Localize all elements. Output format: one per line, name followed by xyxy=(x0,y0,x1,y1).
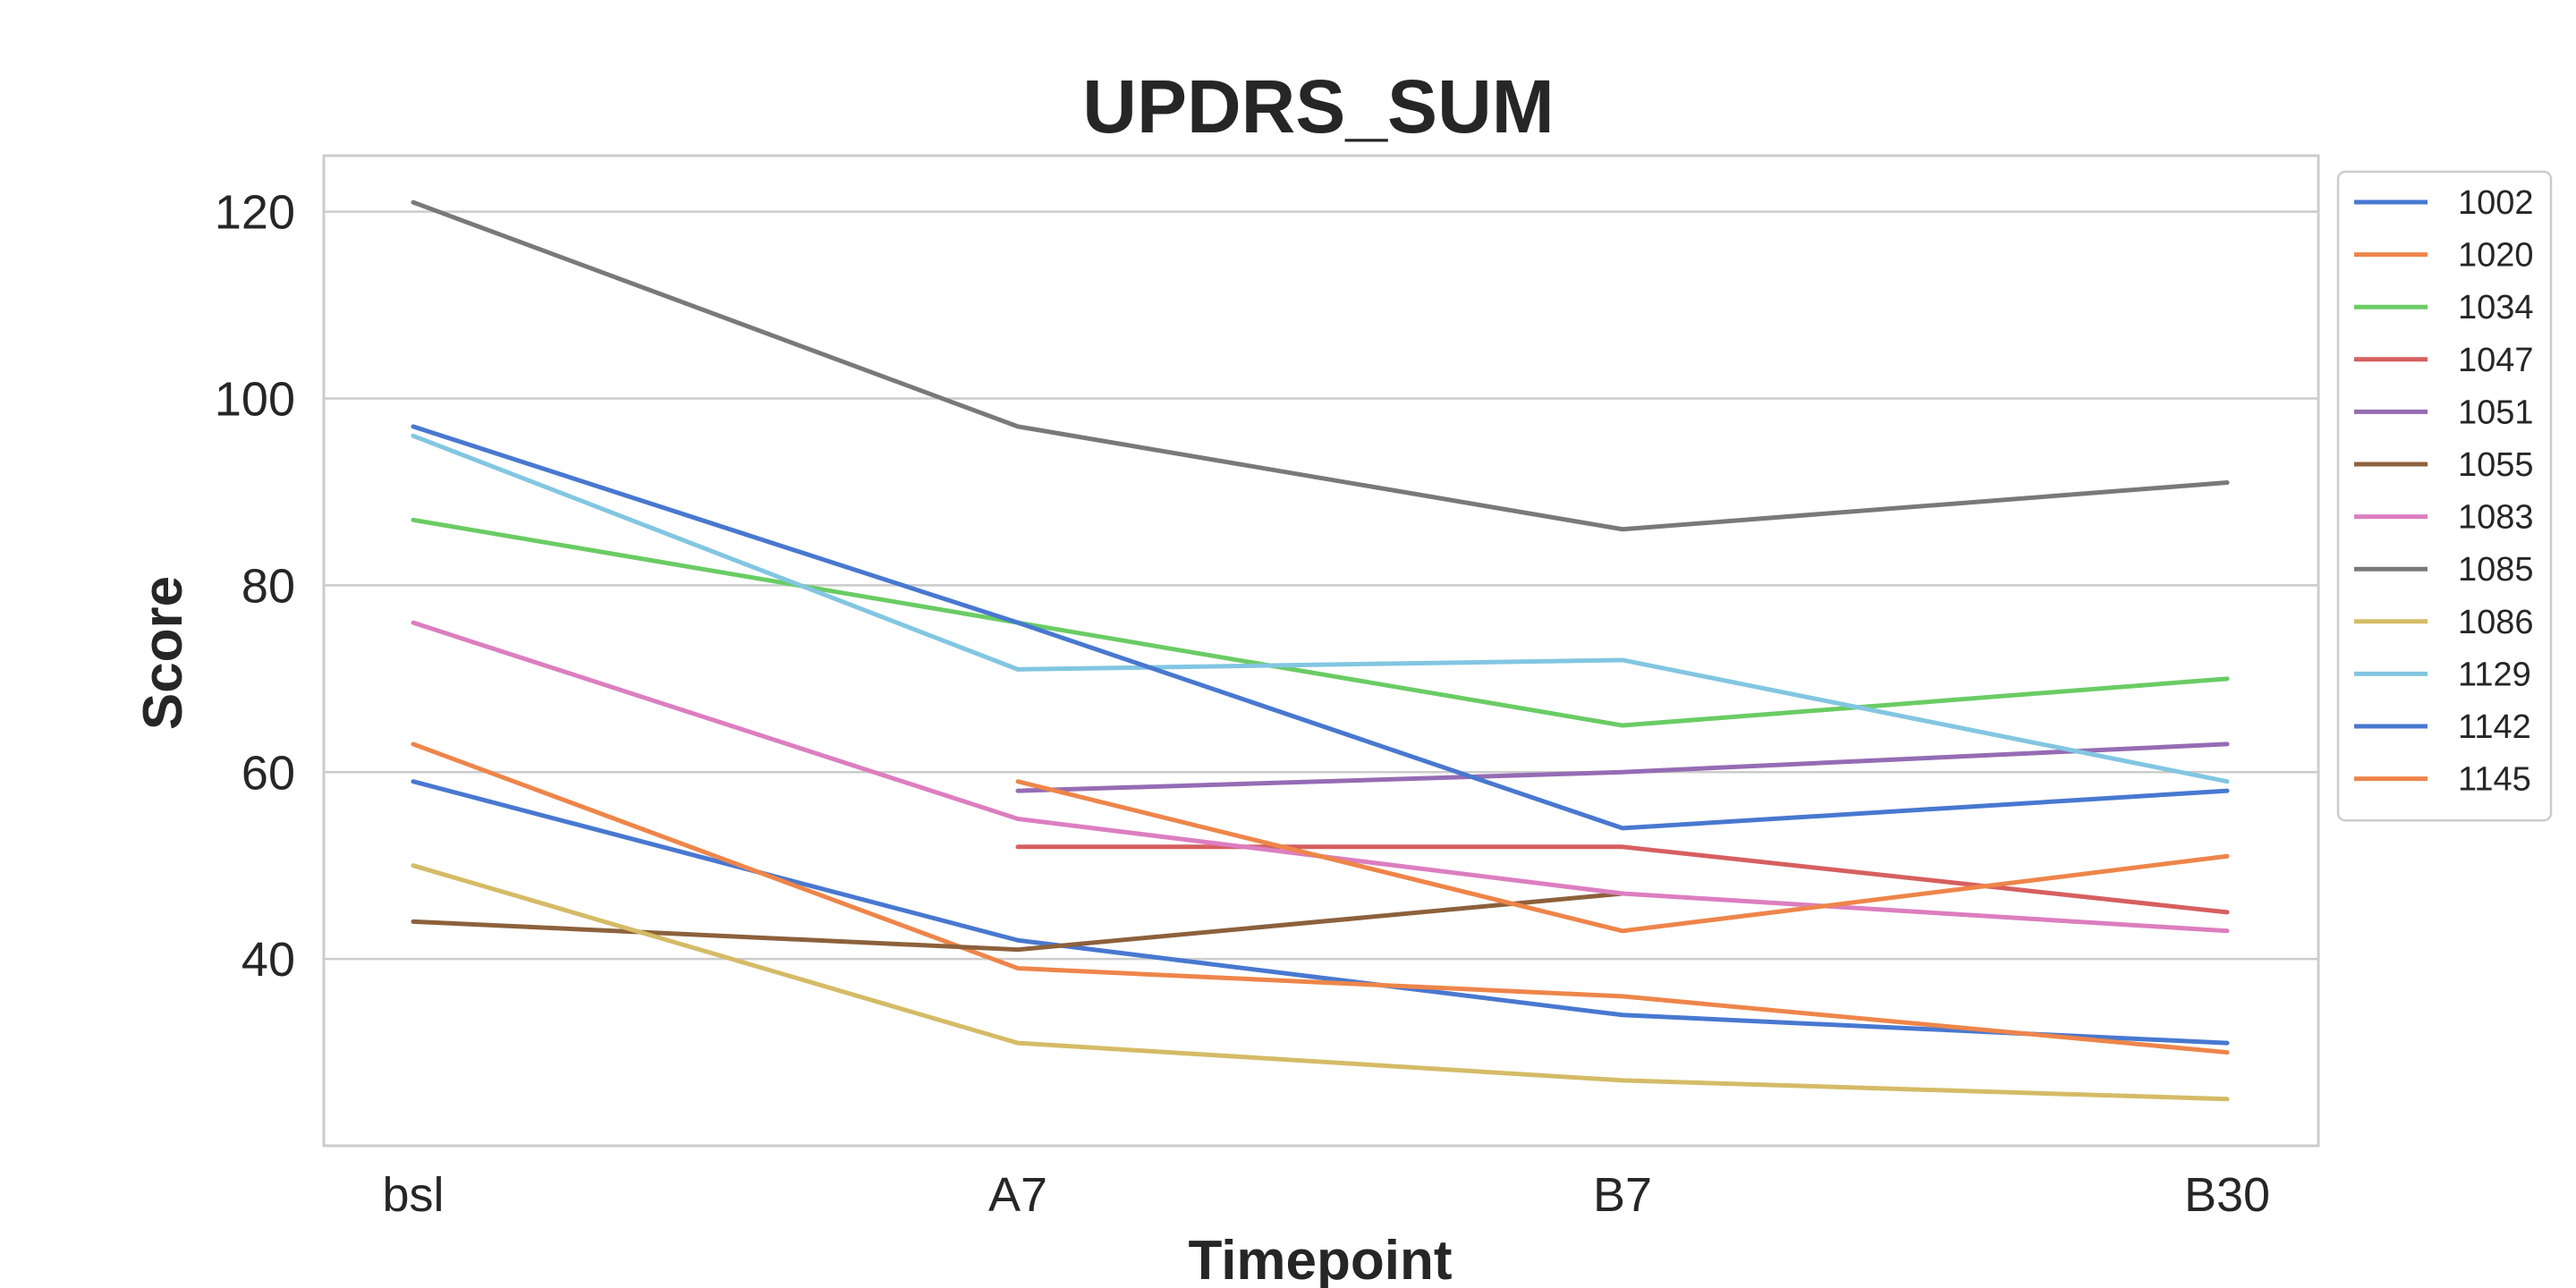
series-line-1129 xyxy=(411,433,2230,784)
series-line-1085 xyxy=(411,199,2230,532)
legend-label-1020: 1020 xyxy=(2458,237,2534,275)
y-tick-label: 80 xyxy=(242,559,295,613)
legend-label-1002: 1002 xyxy=(2458,184,2534,222)
legend-label-1129: 1129 xyxy=(2458,656,2531,693)
chart-title: UPDRS_SUM xyxy=(1082,64,1554,148)
series-line-1086 xyxy=(411,863,2230,1102)
x-tick-label: B7 xyxy=(1593,1168,1652,1222)
legend-label-1142: 1142 xyxy=(2458,708,2531,746)
legend-label-1085: 1085 xyxy=(2458,551,2534,589)
series-line-1020 xyxy=(411,741,2230,1055)
x-axis-label: Timepoint xyxy=(1188,1230,1452,1288)
legend-label-1083: 1083 xyxy=(2458,499,2534,537)
plot-area xyxy=(322,154,2320,1148)
series-line-1051 xyxy=(1015,741,2230,793)
legend-label-1145: 1145 xyxy=(2458,761,2531,799)
series-line-1145 xyxy=(1015,779,2230,934)
legend: 1002 1020 1034 1047 1051 1055 1083 1085 1086 1129… xyxy=(2336,170,2553,822)
y-axis-ticks: 40 60 80 100 120 xyxy=(215,186,295,987)
y-tick-label: 40 xyxy=(242,933,295,987)
legend-label-1086: 1086 xyxy=(2458,604,2534,641)
legend-label-1051: 1051 xyxy=(2458,394,2534,431)
x-tick-label: B30 xyxy=(2184,1168,2270,1222)
legend-label-1034: 1034 xyxy=(2458,289,2534,326)
y-tick-label: 120 xyxy=(215,186,295,240)
legend-box xyxy=(2336,170,2553,822)
legend-label-1047: 1047 xyxy=(2458,342,2534,379)
series-line-1002 xyxy=(411,779,2230,1046)
series-line-1034 xyxy=(411,517,2230,728)
y-tick-label: 100 xyxy=(215,373,295,427)
series-line-1142 xyxy=(411,424,2230,831)
series-lines xyxy=(411,199,2230,1102)
y-axis-label: Score xyxy=(132,576,194,730)
series-line-1055 xyxy=(411,891,1625,953)
legend-label-1055: 1055 xyxy=(2458,446,2534,484)
gridlines xyxy=(324,210,2318,961)
series-line-1047 xyxy=(1015,844,2230,915)
x-tick-label: A7 xyxy=(988,1168,1047,1222)
y-tick-label: 60 xyxy=(242,746,295,800)
x-axis-ticks: bsl A7 B7 B30 xyxy=(382,1168,2270,1222)
x-tick-label: bsl xyxy=(382,1168,444,1222)
